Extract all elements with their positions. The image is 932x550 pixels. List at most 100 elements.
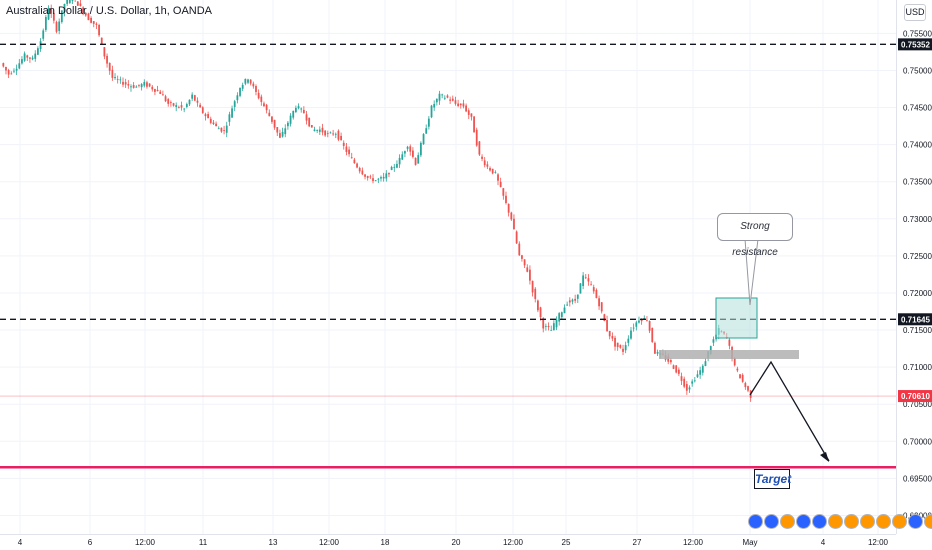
x-tick-label: 6 [88, 538, 93, 547]
candle-body [550, 329, 553, 331]
candle-body [100, 37, 103, 45]
candle-body [502, 188, 505, 196]
candle-body [172, 103, 175, 106]
candle-body [342, 142, 345, 146]
flag-icon[interactable] [860, 514, 875, 529]
candle-body [685, 384, 688, 391]
support-zone[interactable] [659, 350, 799, 359]
y-tick-label: 0.75500 [903, 29, 932, 38]
y-tick-label: 0.73500 [903, 178, 932, 187]
candle-body [276, 127, 279, 133]
candle-body [537, 300, 539, 311]
candle-body [491, 168, 494, 174]
candle-body [377, 178, 380, 180]
candle-body [409, 146, 412, 152]
candle-body [332, 133, 335, 135]
currency-button[interactable]: USD [904, 4, 926, 21]
candle-body [257, 92, 260, 99]
candle-body [566, 304, 569, 306]
calendar-icon[interactable] [908, 514, 923, 529]
candle-body [592, 287, 595, 292]
projection-path [749, 360, 830, 462]
candle-body [736, 368, 739, 371]
candle-body [294, 107, 297, 113]
candle-body [505, 195, 507, 203]
flag-icon[interactable] [844, 514, 859, 529]
candle-body [185, 104, 188, 107]
candle-body [212, 122, 215, 125]
x-axis-border [0, 534, 896, 535]
candle-body [419, 142, 422, 156]
y-tick-label: 0.70000 [903, 437, 932, 446]
calendar-icon[interactable] [764, 514, 779, 529]
y-tick-label: 0.73000 [903, 215, 932, 224]
x-tick-label: 12:00 [683, 538, 704, 547]
candle-body [175, 105, 178, 107]
candle-body [542, 318, 545, 329]
candle-body [196, 100, 199, 103]
candle-body [691, 381, 694, 384]
y-axis-border [896, 0, 897, 534]
flag-icon[interactable] [924, 514, 932, 529]
calendar-icon[interactable] [748, 514, 763, 529]
candle-body [68, 0, 71, 3]
calendar-icon[interactable] [812, 514, 827, 529]
candle-body [624, 345, 627, 351]
candle-body [55, 22, 58, 32]
flag-icon[interactable] [828, 514, 843, 529]
candle-body [608, 330, 611, 337]
candle-body [693, 380, 696, 382]
candle-body [499, 181, 502, 187]
candle-body [465, 105, 467, 112]
candle-body [193, 95, 196, 101]
candle-body [744, 383, 747, 388]
candle-body [518, 243, 521, 256]
candle-body [494, 172, 497, 174]
resistance-zone[interactable] [715, 297, 758, 339]
target-label[interactable]: Target [754, 469, 791, 489]
candle-body [364, 174, 366, 177]
candle-body [114, 77, 116, 79]
candle-body [640, 318, 643, 322]
candle-body [146, 82, 148, 87]
candle-body [552, 323, 555, 331]
candle-body [356, 163, 358, 168]
economic-events-bar[interactable] [748, 514, 932, 530]
candle-body [430, 105, 433, 118]
candle-body [438, 93, 441, 101]
flag-icon[interactable] [892, 514, 907, 529]
x-tick-label: 13 [269, 538, 278, 547]
candle-body [292, 110, 295, 118]
candle-body [188, 99, 191, 105]
flag-icon[interactable] [780, 514, 795, 529]
candle-body [441, 94, 444, 96]
candle-body [305, 114, 308, 121]
candle-body [630, 330, 632, 339]
candle-body [675, 365, 678, 373]
candle-body [635, 322, 638, 327]
candle-body [568, 300, 571, 303]
candle-body [534, 288, 537, 299]
candle-body [79, 3, 82, 6]
candle-body [98, 24, 100, 36]
candle-body [124, 82, 127, 85]
candle-body [209, 118, 212, 123]
candle-body [284, 128, 287, 135]
calendar-icon[interactable] [796, 514, 811, 529]
candle-body [63, 3, 66, 12]
candle-body [326, 133, 329, 135]
strong-resistance-callout[interactable]: Strong resistance [717, 213, 793, 258]
candle-body [103, 47, 106, 57]
candles [2, 0, 752, 402]
price-badge [898, 38, 932, 51]
x-tick-label: 12:00 [319, 538, 340, 547]
candle-body [308, 117, 311, 127]
candle-body [680, 376, 683, 381]
candle-body [260, 96, 263, 102]
candle-body [521, 255, 523, 259]
candle-body [398, 157, 401, 165]
candle-body [154, 89, 156, 92]
candle-body [42, 30, 45, 39]
flag-icon[interactable] [876, 514, 891, 529]
